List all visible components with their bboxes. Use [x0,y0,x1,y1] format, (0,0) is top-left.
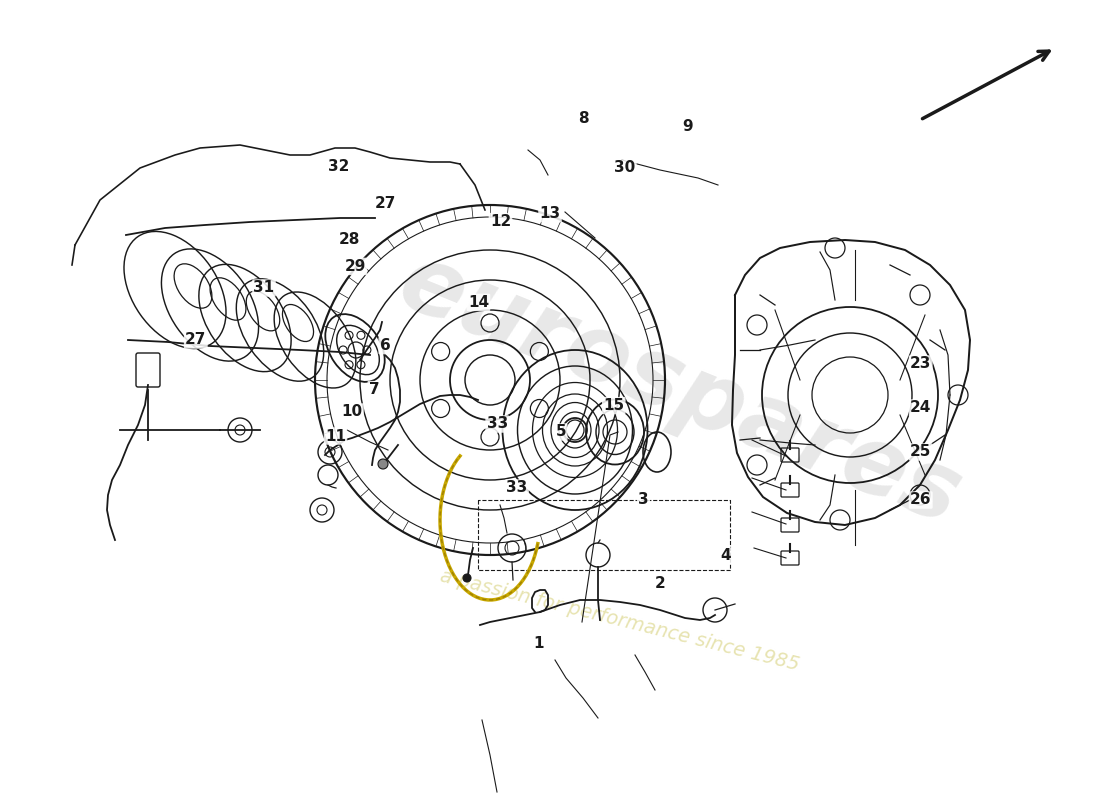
Text: 24: 24 [910,401,932,415]
Text: 28: 28 [339,233,361,247]
Text: 10: 10 [341,405,363,419]
Text: 32: 32 [328,159,350,174]
Text: 25: 25 [910,445,932,459]
Text: 33: 33 [486,417,508,431]
Text: 5: 5 [556,425,566,439]
Text: 8: 8 [578,111,588,126]
Text: 1: 1 [534,637,544,651]
Text: 12: 12 [490,214,512,229]
Text: 14: 14 [468,295,490,310]
Text: 27: 27 [185,333,207,347]
Text: 26: 26 [910,493,932,507]
Text: eurospares: eurospares [386,235,975,545]
Text: 13: 13 [539,206,561,221]
Text: 23: 23 [910,357,932,371]
Text: 33: 33 [506,481,528,495]
Text: 29: 29 [344,259,366,274]
Text: 6: 6 [379,338,390,353]
Text: 27: 27 [374,197,396,211]
Text: 2: 2 [654,577,666,591]
Text: 3: 3 [638,493,649,507]
Text: 15: 15 [603,398,625,413]
Text: 4: 4 [720,549,732,563]
Text: 31: 31 [253,281,275,295]
Text: 7: 7 [368,382,379,397]
Text: a passion for performance since 1985: a passion for performance since 1985 [439,566,802,674]
Text: 11: 11 [324,429,346,443]
Circle shape [463,574,471,582]
Circle shape [378,459,388,469]
Text: 30: 30 [614,161,636,175]
Text: 9: 9 [682,119,693,134]
